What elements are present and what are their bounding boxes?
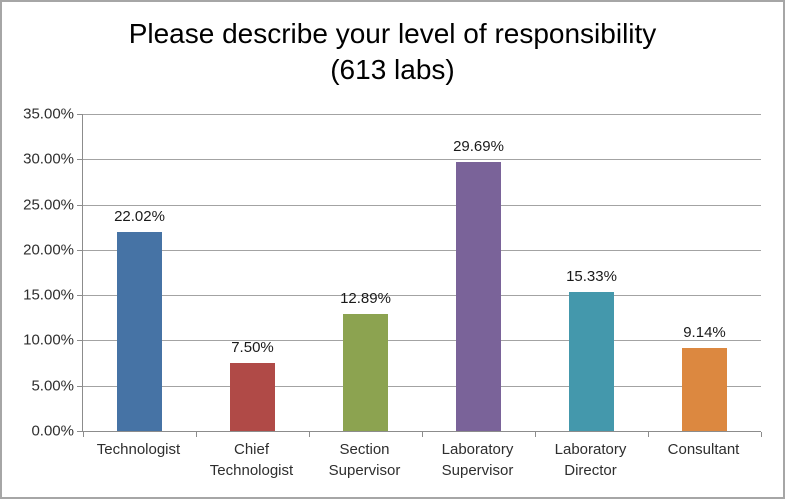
y-axis-tick-label: 10.00% bbox=[23, 331, 74, 349]
gridline bbox=[83, 340, 761, 342]
x-axis-label: Laboratory Director bbox=[554, 441, 627, 479]
bar-consultant bbox=[682, 348, 727, 431]
gridline bbox=[83, 159, 761, 161]
y-axis-tick-label: 5.00% bbox=[31, 377, 74, 395]
bar-value-label: 7.50% bbox=[231, 339, 274, 357]
x-axis-label: Technologist bbox=[96, 441, 181, 458]
bar-value-label: 12.89% bbox=[340, 290, 391, 308]
y-axis-tick-label: 20.00% bbox=[23, 241, 74, 259]
x-axis-tick bbox=[535, 432, 536, 437]
x-axis-tick bbox=[648, 432, 649, 437]
y-axis: 0.00% 5.00% 10.00% 15.00% 20.00% 25.00% 30.00%… bbox=[2, 106, 74, 440]
x-axis-label: Laboratory Supervisor bbox=[441, 441, 514, 479]
gridline bbox=[83, 204, 761, 206]
bar-value-label: 9.14% bbox=[683, 324, 726, 342]
y-axis-tick-label: 15.00% bbox=[23, 286, 74, 304]
y-axis-tick bbox=[77, 249, 82, 251]
x-axis-tick bbox=[309, 432, 310, 437]
y-axis-tick bbox=[77, 295, 82, 297]
bar-value-label: 15.33% bbox=[566, 268, 617, 286]
bar-chief-technologist bbox=[230, 363, 275, 431]
bar-laboratory-supervisor bbox=[456, 162, 501, 431]
y-axis-tick bbox=[77, 204, 82, 206]
bar-value-label: 29.69% bbox=[453, 138, 504, 156]
x-axis-tick bbox=[196, 432, 197, 437]
y-axis-tick bbox=[77, 159, 82, 161]
chart-title-line2: (613 labs) bbox=[330, 54, 455, 85]
x-axis-tick bbox=[83, 432, 84, 437]
y-axis-tick-label: 25.00% bbox=[23, 196, 74, 214]
bar-value-label: 22.02% bbox=[114, 207, 165, 225]
bar-laboratory-director bbox=[569, 292, 614, 431]
x-axis-label: Chief Technologist bbox=[209, 441, 294, 479]
x-axis-tick bbox=[761, 432, 762, 437]
chart-title: Please describe your level of responsibi… bbox=[2, 16, 783, 88]
y-axis-tick bbox=[77, 431, 82, 432]
gridline bbox=[83, 385, 761, 387]
gridline bbox=[83, 249, 761, 251]
bar-section-supervisor bbox=[343, 314, 388, 431]
chart-title-line1: Please describe your level of responsibi… bbox=[128, 18, 657, 49]
gridline bbox=[83, 114, 761, 115]
y-axis-tick bbox=[77, 114, 82, 115]
x-axis-tick bbox=[422, 432, 423, 437]
plot-area: 22.02% 7.50% 12.89% 29.69% 15.33% 9.14% bbox=[77, 114, 762, 437]
bar-technologist bbox=[117, 231, 162, 431]
y-axis-tick-label: 35.00% bbox=[23, 105, 74, 123]
x-axis-label: Section Supervisor bbox=[328, 441, 401, 479]
y-axis-tick-label: 30.00% bbox=[23, 150, 74, 168]
y-axis-tick bbox=[77, 340, 82, 342]
y-axis-tick bbox=[77, 385, 82, 387]
x-axis-label: Consultant bbox=[667, 441, 740, 458]
gridline bbox=[83, 295, 761, 297]
y-axis-tick-label: 0.00% bbox=[31, 422, 74, 440]
